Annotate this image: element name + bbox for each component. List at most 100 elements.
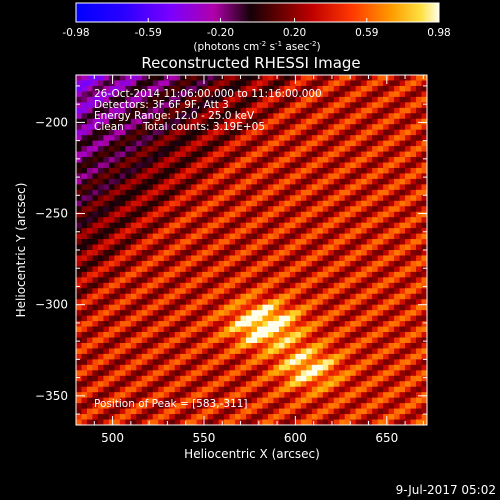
heatmap-cell — [224, 211, 230, 218]
heatmap-cell — [328, 282, 335, 289]
heatmap-cell — [125, 85, 132, 92]
heatmap-cell — [317, 178, 324, 185]
heatmap-cell — [328, 217, 335, 224]
heatmap-cell — [355, 85, 362, 92]
heatmap-cell — [130, 211, 137, 218]
heatmap-cell — [410, 386, 417, 393]
heatmap-cell — [147, 239, 154, 245]
heatmap-cell — [97, 342, 104, 349]
annotation-peak: Position of Peak = [583,-311] — [94, 398, 248, 410]
heatmap-cell — [240, 222, 247, 229]
heatmap-cell — [185, 392, 192, 399]
heatmap-cell — [377, 102, 384, 109]
heatmap-cell — [399, 266, 406, 273]
heatmap-cell — [388, 392, 395, 399]
heatmap-cell — [136, 282, 143, 289]
heatmap-cell — [306, 364, 313, 371]
heatmap-cell — [399, 189, 406, 196]
heatmap-cell — [317, 222, 324, 229]
heatmap-cell — [224, 113, 230, 120]
heatmap-cell — [317, 397, 324, 404]
heatmap-cell — [322, 178, 329, 185]
heatmap-cell — [355, 200, 362, 207]
heatmap-cell — [416, 271, 422, 278]
heatmap-cell — [311, 239, 318, 245]
heatmap-cell — [355, 342, 362, 349]
heatmap-cell — [152, 266, 159, 273]
heatmap-cell — [240, 200, 247, 207]
heatmap-cell — [119, 408, 126, 415]
heatmap-cell — [147, 85, 154, 92]
heatmap-cell — [130, 135, 137, 142]
heatmap-cell — [256, 135, 263, 142]
heatmap-cell — [141, 162, 148, 169]
heatmap-cell — [256, 370, 263, 377]
heatmap-cell — [372, 315, 379, 322]
heatmap-cell — [421, 370, 427, 377]
heatmap-cell — [410, 392, 417, 399]
heatmap-cell — [92, 353, 99, 360]
heatmap-cell — [125, 326, 132, 333]
heatmap-cell — [262, 271, 269, 278]
heatmap-cell — [262, 348, 269, 355]
heatmap-cell — [81, 200, 88, 207]
heatmap-cell — [377, 75, 384, 81]
heatmap-cell — [224, 124, 230, 131]
heatmap-cell — [267, 80, 274, 87]
heatmap-cell — [366, 195, 373, 202]
heatmap-cell — [86, 408, 93, 415]
heatmap-cell — [405, 332, 411, 338]
heatmap-cell — [163, 239, 170, 245]
heatmap-cell — [86, 332, 93, 338]
heatmap-cell — [416, 162, 422, 169]
heatmap-cell — [130, 321, 137, 327]
heatmap-cell — [141, 408, 148, 415]
heatmap-cell — [328, 271, 335, 278]
heatmap-cell — [114, 337, 121, 344]
heatmap-cell — [136, 293, 143, 300]
heatmap-cell — [372, 392, 379, 399]
heatmap-cell — [267, 266, 274, 273]
heatmap-cell — [377, 266, 384, 273]
heatmap-cell — [295, 146, 302, 152]
heatmap-cell — [421, 167, 427, 174]
heatmap-cell — [317, 151, 324, 158]
heatmap-cell — [119, 353, 126, 360]
heatmap-cell — [256, 381, 263, 388]
heatmap-cell — [366, 239, 373, 245]
heatmap-cell — [202, 277, 209, 284]
heatmap-cell — [333, 266, 340, 273]
heatmap-cell — [213, 370, 219, 377]
heatmap-cell — [224, 233, 230, 240]
heatmap-cell — [311, 96, 318, 103]
heatmap-cell — [76, 392, 82, 399]
heatmap-cell — [383, 200, 390, 207]
heatmap-cell — [416, 113, 422, 120]
heatmap-cell — [92, 282, 99, 289]
heatmap-cell — [405, 184, 411, 191]
heatmap-cell — [147, 392, 154, 399]
heatmap-cell — [328, 85, 335, 92]
heatmap-cell — [103, 167, 110, 174]
heatmap-cell — [366, 403, 373, 409]
heatmap-cell — [355, 146, 362, 152]
heatmap-cell — [350, 178, 357, 185]
heatmap-cell — [383, 173, 390, 180]
heatmap-cell — [185, 299, 192, 306]
heatmap-cell — [169, 321, 176, 327]
heatmap-cell — [333, 255, 340, 262]
heatmap-cell — [278, 271, 285, 278]
heatmap-cell — [405, 386, 411, 393]
heatmap-cell — [125, 414, 132, 420]
heatmap-cell — [169, 124, 176, 131]
heatmap-cell — [174, 250, 181, 256]
heatmap-cell — [339, 321, 346, 327]
heatmap-cell — [410, 293, 417, 300]
heatmap-cell — [278, 91, 285, 98]
heatmap-cell — [224, 118, 230, 125]
heatmap-cell — [267, 151, 274, 158]
heatmap-cell — [344, 173, 351, 180]
heatmap-cell — [405, 414, 411, 420]
heatmap-cell — [388, 299, 395, 306]
heatmap-cell — [141, 364, 148, 371]
